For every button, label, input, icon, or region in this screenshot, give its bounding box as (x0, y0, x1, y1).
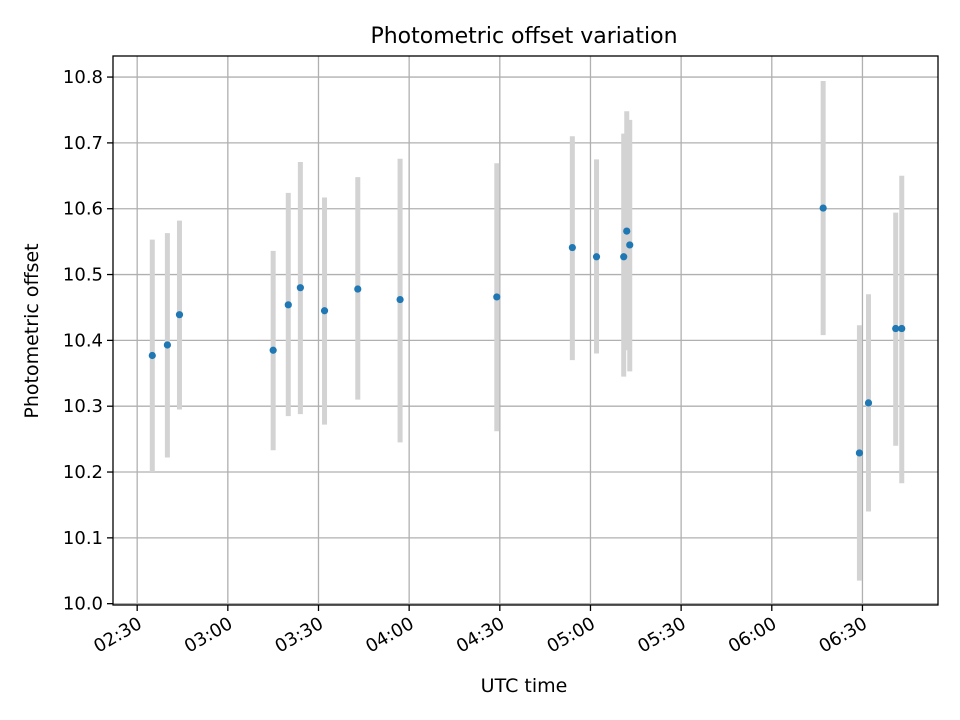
x-tick-label: 06:00 (725, 613, 780, 657)
data-point (493, 293, 501, 301)
x-tick-label: 04:30 (453, 613, 508, 657)
y-tick-label: 10.0 (63, 594, 103, 615)
x-tick-label: 06:30 (816, 613, 871, 657)
x-tick-label: 03:30 (272, 613, 327, 657)
data-point (623, 227, 631, 235)
chart-title: Photometric offset variation (370, 24, 677, 49)
data-point (620, 253, 628, 261)
data-point (354, 285, 362, 293)
data-point (568, 243, 576, 252)
y-tick-label: 10.6 (63, 199, 103, 220)
plot-frame (112, 55, 939, 606)
y-tick-label: 10.2 (63, 462, 103, 483)
x-tick-label: 05:30 (634, 613, 689, 657)
x-tick-label: 03:00 (181, 613, 236, 657)
y-tick-label: 10.7 (63, 133, 103, 154)
data-point (892, 324, 900, 333)
y-tick-label: 10.1 (63, 528, 103, 549)
data-point (296, 284, 304, 292)
data-point (626, 241, 634, 249)
y-tick-label: 10.4 (63, 330, 103, 351)
data-point (284, 301, 292, 309)
data-point (855, 449, 864, 457)
grid (113, 56, 938, 605)
data-point (163, 341, 171, 349)
x-tick-label: 02:30 (90, 613, 145, 657)
data-point (175, 311, 184, 319)
data-point (864, 399, 873, 407)
x-tick-label: 04:00 (362, 613, 417, 657)
error-bars (149, 81, 905, 581)
y-tick-label: 10.3 (63, 396, 103, 417)
data-point (320, 307, 329, 315)
x-axis-ticks: 02:30 03:00 03:30 04:00 04:30 05:00 05:30 06:00… (90, 605, 871, 657)
data-point (819, 204, 827, 212)
y-tick-label: 10.8 (63, 67, 103, 88)
y-axis-ticks: 10.0 10.1 10.2 10.3 10.4 10.5 10.6 10.7 10.8 (63, 67, 113, 615)
data-point (396, 295, 404, 304)
data-points (148, 204, 906, 457)
x-tick-label: 05:00 (544, 613, 599, 657)
data-point (148, 351, 156, 360)
x-axis-title: UTC time (481, 675, 568, 697)
data-point (269, 346, 277, 354)
y-tick-label: 10.5 (63, 265, 103, 286)
data-point (592, 253, 601, 261)
data-point (898, 324, 906, 333)
y-axis-title: Photometric offset (21, 243, 43, 418)
